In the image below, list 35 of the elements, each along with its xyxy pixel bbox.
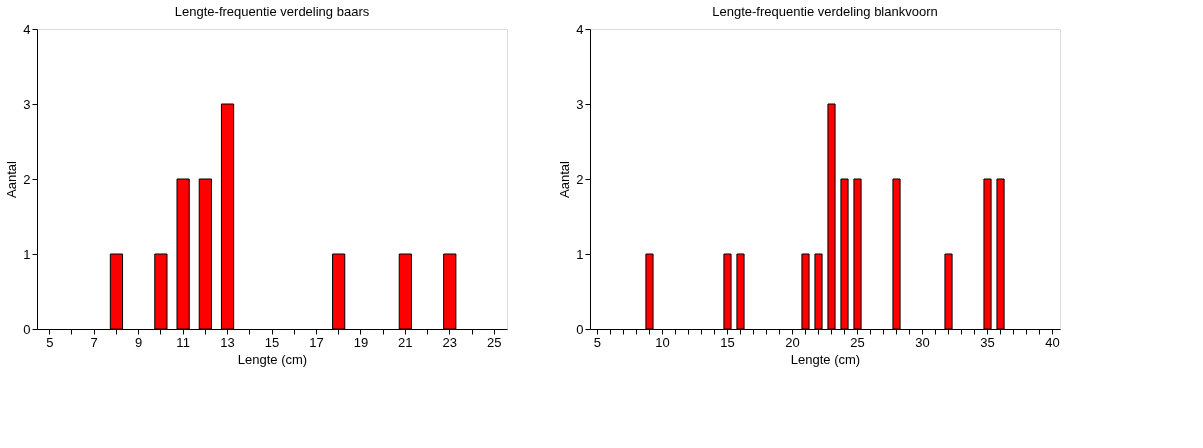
x-axis-title: Lengte (cm) <box>237 351 308 367</box>
x-tick-label: 9 <box>135 334 143 350</box>
y-axis-title: Aantal <box>4 160 20 198</box>
x-tick-label: 5 <box>593 334 602 350</box>
x-axis-title: Lengte (cm) <box>790 351 861 367</box>
x-tick-label: 5 <box>46 334 54 350</box>
x-tick-label: 40 <box>1045 334 1060 350</box>
x-tick-label: 15 <box>264 334 280 350</box>
x-tick-label: 30 <box>915 334 930 350</box>
x-tick-label: 13 <box>220 334 235 350</box>
x-tick-label: 25 <box>486 334 502 350</box>
y-tick-label: 0 <box>23 321 31 337</box>
x-tick-label: 25 <box>850 334 865 350</box>
y-tick-label: 2 <box>576 171 584 187</box>
x-tick-label: 10 <box>655 334 670 350</box>
y-axis-title: Aantal <box>557 160 573 198</box>
x-tick-label: 11 <box>176 334 190 350</box>
x-tick-label: 20 <box>785 334 800 350</box>
y-tick-label: 1 <box>576 246 584 262</box>
y-tick-label: 3 <box>23 96 31 112</box>
chart-title: Lengte-frequentie verdeling blankvoorn <box>712 4 938 19</box>
x-tick-label: 17 <box>309 334 324 350</box>
x-tick-label: 23 <box>442 334 458 350</box>
x-tick-label: 19 <box>353 334 369 350</box>
y-tick-label: 0 <box>576 321 584 337</box>
y-tick-label: 2 <box>23 171 31 187</box>
y-tick-label: 1 <box>23 246 31 262</box>
y-tick-label: 4 <box>23 21 31 37</box>
chart-title: Lengte-frequentie verdeling baars <box>174 4 370 19</box>
y-tick-label: 3 <box>576 96 584 112</box>
y-tick-label: 4 <box>576 21 584 37</box>
x-tick-label: 15 <box>720 334 735 350</box>
x-tick-label: 7 <box>90 334 98 350</box>
x-tick-label: 21 <box>398 334 413 350</box>
x-tick-label: 35 <box>980 334 995 350</box>
